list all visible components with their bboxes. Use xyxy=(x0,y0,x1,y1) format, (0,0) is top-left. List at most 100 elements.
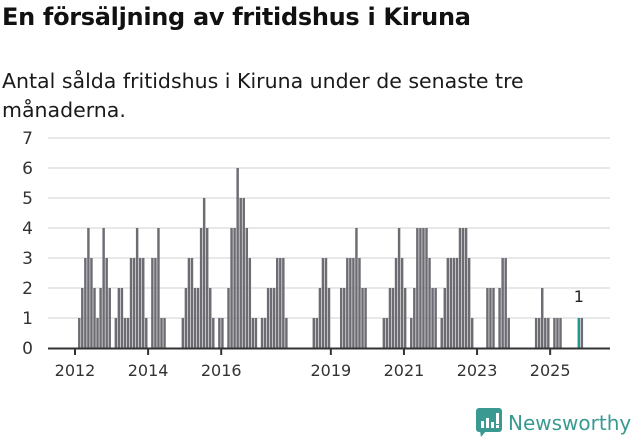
x-tick-label: 2016 xyxy=(201,361,242,380)
y-tick-label: 7 xyxy=(22,129,33,149)
bar xyxy=(431,288,434,348)
chart-subtitle: Antal sålda fritidshus i Kiruna under de… xyxy=(2,69,524,122)
bar xyxy=(315,318,319,348)
bar-annotation: 1 xyxy=(574,287,584,306)
bar xyxy=(492,288,495,348)
bar xyxy=(282,258,285,348)
bar xyxy=(248,258,252,348)
bar xyxy=(129,258,133,348)
bar-chart: 0 1 2 3 4 5 6 7 1 2012 2014 2016 2019 2021 2023 2025 xyxy=(22,129,610,380)
bar xyxy=(269,288,273,348)
bar xyxy=(108,288,111,348)
bar xyxy=(486,288,489,348)
bar xyxy=(443,288,446,348)
bar xyxy=(507,318,510,348)
bar xyxy=(547,318,550,348)
highlighted-bar xyxy=(577,318,581,348)
bar xyxy=(218,318,221,348)
bar xyxy=(321,258,325,348)
bar xyxy=(193,288,197,348)
bar xyxy=(580,318,584,348)
bar xyxy=(160,318,163,348)
bar xyxy=(239,198,242,348)
bar xyxy=(90,258,93,348)
bar xyxy=(230,228,233,348)
bar xyxy=(400,258,404,348)
bar xyxy=(440,318,443,348)
bar xyxy=(361,288,364,348)
bar xyxy=(227,288,230,348)
bar xyxy=(93,288,96,348)
bar xyxy=(397,228,401,348)
bar xyxy=(212,318,215,348)
bar xyxy=(489,288,492,348)
bar xyxy=(501,258,504,348)
bar xyxy=(263,318,267,348)
x-tick-label: 2023 xyxy=(457,361,498,380)
bar xyxy=(236,168,239,348)
x-tick-label: 2012 xyxy=(55,361,96,380)
bar xyxy=(196,288,200,348)
bar xyxy=(145,318,148,348)
bar xyxy=(464,228,468,348)
newsworthy-logo: Newsworthy xyxy=(476,408,631,438)
bar xyxy=(132,258,136,348)
bar xyxy=(276,258,279,348)
bar xyxy=(190,258,194,348)
bar xyxy=(470,318,474,348)
x-tick-label: 2025 xyxy=(530,361,571,380)
bar xyxy=(81,288,84,348)
bar xyxy=(449,258,453,348)
bar xyxy=(343,288,346,348)
bar xyxy=(205,228,209,348)
x-tick-label: 2019 xyxy=(310,361,351,380)
bar xyxy=(84,258,87,348)
bar xyxy=(254,318,258,348)
bar xyxy=(312,318,316,348)
bar xyxy=(245,228,249,348)
bar xyxy=(559,318,562,348)
bar xyxy=(120,288,124,348)
bar xyxy=(394,258,398,348)
bar xyxy=(556,318,559,348)
bar xyxy=(382,318,386,348)
bar xyxy=(78,318,81,348)
bar xyxy=(102,228,105,348)
bar xyxy=(181,318,185,348)
bar xyxy=(410,318,413,348)
chart-title: En försäljning av fritidshus i Kiruna xyxy=(2,3,471,31)
bar xyxy=(541,288,544,348)
bar xyxy=(434,288,437,348)
bar xyxy=(154,258,157,348)
bar xyxy=(339,288,343,348)
newsworthy-chart-bubble-icon xyxy=(476,408,502,437)
bar xyxy=(184,288,188,348)
bar xyxy=(251,318,255,348)
y-tick-label: 3 xyxy=(22,249,33,269)
bar xyxy=(163,318,166,348)
bar xyxy=(96,318,99,348)
bar xyxy=(364,288,367,348)
bar xyxy=(233,228,236,348)
y-tick-label: 2 xyxy=(22,279,33,299)
bar xyxy=(455,258,459,348)
bar xyxy=(318,288,322,348)
y-tick-label: 4 xyxy=(22,219,33,239)
bar xyxy=(266,288,270,348)
x-tick-label: 2021 xyxy=(384,361,425,380)
bar xyxy=(135,228,139,348)
bar xyxy=(126,318,130,348)
bar xyxy=(419,228,422,348)
bar xyxy=(388,288,392,348)
bar xyxy=(87,228,90,348)
bar xyxy=(553,318,556,348)
bar xyxy=(537,318,541,348)
bar xyxy=(446,258,450,348)
bar xyxy=(209,288,212,348)
bar xyxy=(114,318,118,348)
bar xyxy=(123,318,127,348)
bar xyxy=(157,228,160,348)
bar xyxy=(352,258,355,348)
bar xyxy=(403,288,407,348)
bar xyxy=(99,288,102,348)
